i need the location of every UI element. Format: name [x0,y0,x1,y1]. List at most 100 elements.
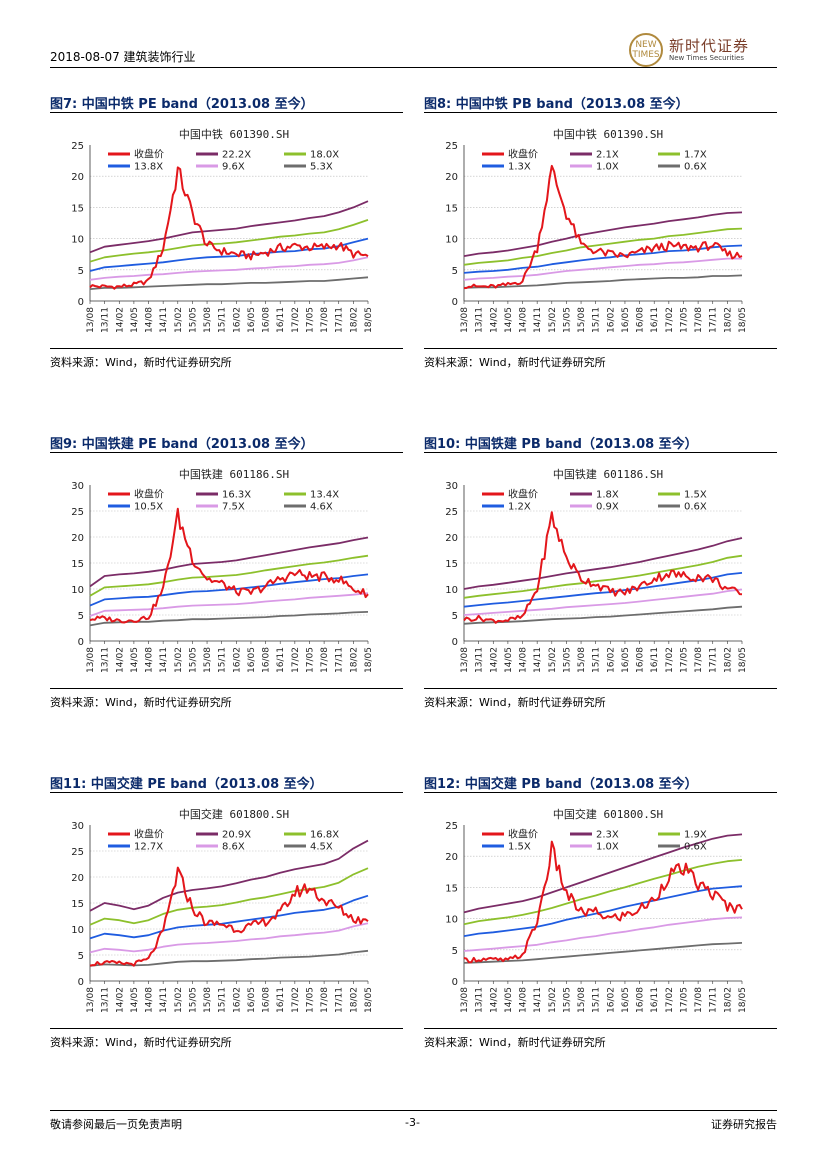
figure-bottom-rule [50,1028,403,1029]
y-tick-label: 15 [71,203,84,214]
chart-title: 中国交建 601800.SH [179,807,289,821]
x-tick-label: 16/02 [606,647,616,673]
x-tick-label: 15/08 [577,307,587,333]
x-tick-label: 17/08 [694,307,704,333]
y-tick-label: 15 [445,559,458,570]
page-number: -3- [405,1116,420,1129]
legend-label: 16.8X [310,830,339,841]
series-line [89,573,369,607]
legend-label: 0.6X [684,842,707,853]
x-tick-label: 14/02 [115,307,125,333]
x-tick-label: 14/11 [533,647,543,673]
x-tick-label: 14/08 [145,307,155,333]
y-tick-label: 20 [445,172,458,183]
y-tick-label: 25 [445,821,458,832]
legend-label: 1.8X [596,490,619,501]
series-line [463,885,743,937]
x-tick-label: 18/05 [738,307,748,333]
x-tick-label: 15/05 [562,647,572,673]
figure-title: 图11: 中国交建 PE band（2013.08 至今） [50,777,323,792]
x-tick-label: 13/08 [86,647,96,673]
y-tick-label: 0 [78,297,84,308]
chart-title: 中国铁建 601186.SH [179,467,289,481]
legend-label: 1.2X [508,502,531,513]
x-tick-label: 14/08 [145,987,155,1013]
x-tick-label: 16/05 [621,987,631,1013]
x-tick-label: 18/05 [364,307,374,333]
legend-label: 1.0X [596,162,619,173]
figure-source: 资料来源：Wind，新时代证券研究所 [424,696,606,709]
chart-title: 中国铁建 601186.SH [553,467,663,481]
legend-label: 1.5X [508,842,531,853]
series-line [89,592,369,617]
legend-label: 0.6X [684,502,707,513]
legend-label: 1.9X [684,830,707,841]
series-line [89,200,369,254]
x-tick-label: 16/05 [621,307,631,333]
x-tick-label: 17/05 [679,647,689,673]
x-tick-label: 13/11 [475,647,485,673]
x-tick-label: 14/11 [159,647,169,673]
figure-source: 资料来源：Wind，新时代证券研究所 [50,1036,232,1049]
y-tick-label: 30 [445,481,458,492]
x-tick-label: 14/02 [115,987,125,1013]
series-line [89,894,369,940]
footer-report-type: 证券研究报告 [711,1118,777,1131]
x-tick-label: 16/11 [276,647,286,673]
x-tick-label: 14/05 [130,307,140,333]
series-line [463,840,743,964]
x-tick-label: 13/08 [460,647,470,673]
x-tick-label: 17/08 [694,647,704,673]
x-tick-label: 13/08 [86,987,96,1013]
x-tick-label: 17/05 [679,987,689,1013]
x-tick-label: 18/02 [349,307,359,333]
y-tick-label: 0 [78,637,84,648]
x-tick-label: 14/05 [130,647,140,673]
y-tick-label: 30 [71,481,84,492]
x-tick-label: 18/05 [364,647,374,673]
legend-label: 2.1X [596,150,619,161]
series-line [463,511,743,624]
y-tick-label: 20 [445,852,458,863]
y-tick-label: 10 [445,585,458,596]
x-tick-label: 16/05 [247,647,257,673]
x-tick-label: 17/11 [335,987,345,1013]
x-tick-label: 13/11 [475,987,485,1013]
figure-top-rule [424,792,777,793]
x-tick-label: 16/08 [636,647,646,673]
series-line [463,605,743,625]
y-tick-label: 20 [445,533,458,544]
x-tick-label: 16/11 [276,987,286,1013]
legend-label: 16.3X [222,490,251,501]
x-tick-label: 17/11 [709,987,719,1013]
chart-title: 中国中铁 601390.SH [553,128,663,141]
x-tick-label: 16/08 [262,307,272,333]
x-tick-label: 15/05 [562,987,572,1013]
x-tick-label: 14/05 [130,987,140,1013]
pb-band-chart-crcc: 中国铁建 601186.SH 0 5 10 15 20 25 30 13/08 13/11 14/0… [445,467,748,673]
figure-source: 资料来源：Wind，新时代证券研究所 [50,696,232,709]
legend-label: 18.0X [310,150,339,161]
x-tick-label: 15/05 [188,647,198,673]
y-tick-label: 10 [71,925,84,936]
legend-label: 0.9X [596,502,619,513]
x-tick-label: 18/05 [738,647,748,673]
x-tick-label: 14/05 [504,647,514,673]
legend-label: 1.7X [684,150,707,161]
legend-label: 收盘价 [508,828,538,841]
series-line [463,942,743,964]
x-tick-label: 18/02 [723,987,733,1013]
series-line [89,276,369,290]
x-tick-label: 17/05 [305,647,315,673]
series-line [463,859,743,926]
legend-label: 收盘价 [508,488,538,501]
y-tick-label: 10 [71,585,84,596]
x-tick-label: 16/02 [606,307,616,333]
x-tick-label: 15/02 [174,987,184,1013]
x-tick-label: 13/11 [101,987,111,1013]
x-tick-label: 16/08 [262,987,272,1013]
x-tick-label: 14/02 [489,647,499,673]
figure-bottom-rule [50,688,403,689]
x-tick-label: 13/11 [475,307,485,333]
x-tick-label: 15/08 [203,987,213,1013]
